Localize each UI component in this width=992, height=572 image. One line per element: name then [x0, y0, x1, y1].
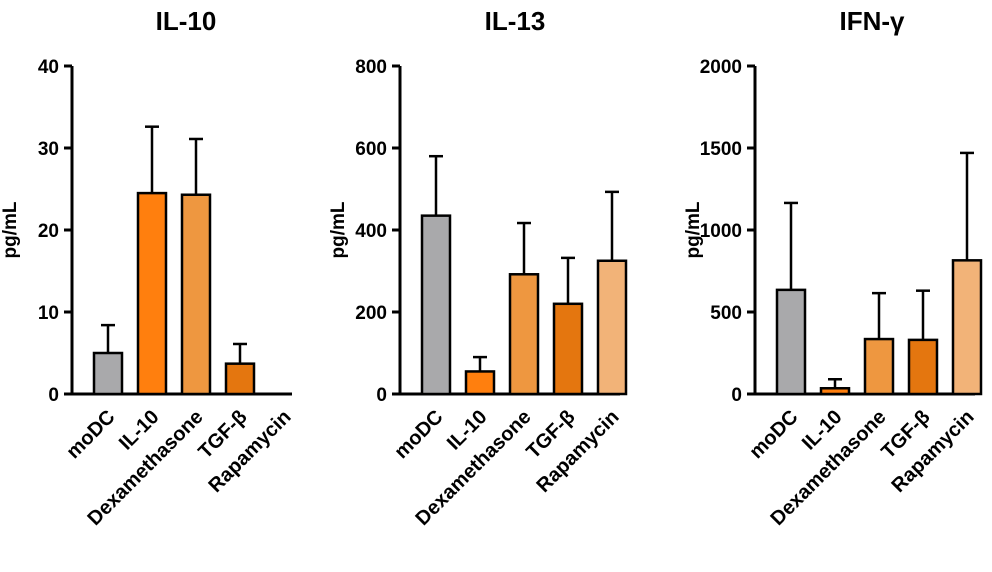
y-axis-label: pg/mL	[328, 201, 349, 258]
chart-title: IL-10	[156, 6, 217, 36]
y-tick-label: 1000	[700, 221, 742, 242]
y-axis-label: pg/mL	[0, 201, 21, 258]
chart-panel-2: IL-13pg/mL0200400600800moDCIL-10Dexameth…	[328, 6, 628, 530]
bar-modc	[92, 351, 124, 396]
y-tick-label: 1500	[700, 139, 742, 160]
bar-modc	[775, 288, 807, 396]
bar-modc	[420, 214, 452, 396]
chart-panel-3: IFN-γpg/mL0500100015002000moDCIL-10Dexam…	[683, 6, 983, 530]
bar-il-10	[464, 370, 496, 396]
bar-il-10	[136, 191, 168, 396]
x-tick-label: moDC	[390, 406, 447, 463]
y-tick-label: 2000	[700, 57, 742, 78]
x-tick-label: moDC	[62, 406, 119, 463]
chart-title: IFN-γ	[840, 6, 906, 36]
y-tick-label: 600	[355, 139, 387, 160]
chart-title: IL-13	[485, 6, 546, 36]
bar-tgf-	[552, 302, 584, 396]
y-axis-label: pg/mL	[683, 201, 704, 258]
y-tick-label: 0	[731, 385, 742, 406]
bar-il-10	[819, 387, 851, 396]
y-tick-label: 0	[376, 385, 387, 406]
y-tick-label: 400	[355, 221, 387, 242]
bar-tgf-	[224, 362, 256, 396]
y-tick-label: 800	[355, 57, 387, 78]
chart-panel-1: IL-10pg/mL010203040moDCIL-10Dexamethason…	[0, 6, 296, 530]
y-tick-label: 10	[38, 303, 59, 324]
y-tick-label: 40	[38, 57, 59, 78]
y-tick-label: 0	[48, 385, 59, 406]
bar-rapamycin	[951, 259, 983, 396]
y-tick-label: 500	[710, 303, 742, 324]
bar-dexamethasone	[863, 337, 895, 396]
x-tick-label: moDC	[745, 406, 802, 463]
y-tick-label: 30	[38, 139, 59, 160]
y-tick-label: 200	[355, 303, 387, 324]
bar-dexamethasone	[508, 273, 540, 396]
bar-dexamethasone	[180, 193, 212, 396]
bar-rapamycin	[596, 259, 628, 396]
y-tick-label: 20	[38, 221, 59, 242]
bar-tgf-	[907, 338, 939, 396]
